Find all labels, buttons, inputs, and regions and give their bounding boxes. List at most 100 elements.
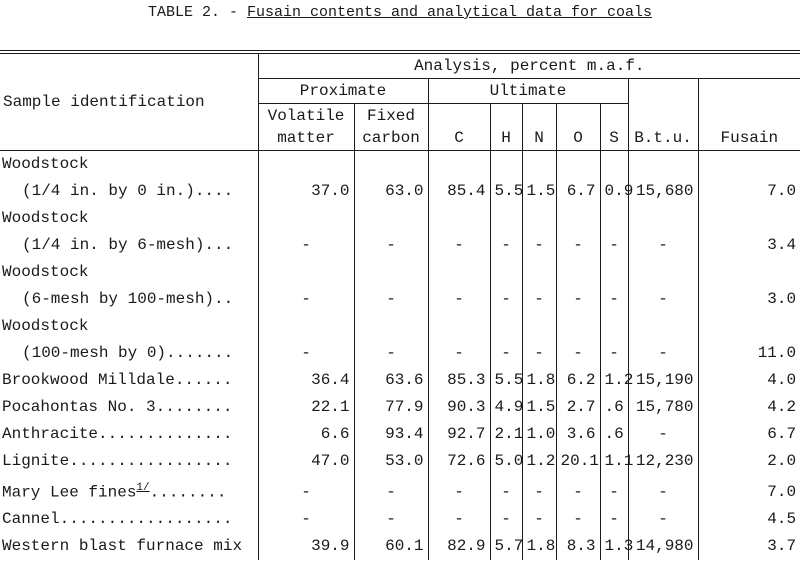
value-cell: - [257,205,354,259]
value-cell: 92.7 [427,421,490,448]
value-cell: 77.9 [353,394,428,421]
table-row: Woodstock (6-mesh by 100-mesh).. - - - - - - - -3… [0,259,800,313]
header-line: matter [277,129,335,147]
table-header: Sample identification Analysis, percent … [0,50,800,151]
header-cell: B.t.u. [627,78,698,151]
value-cell: 5.7 [489,533,523,561]
row-label: Pocahontas No. 3........ [0,394,258,421]
value-cell: - [353,259,428,313]
header-cell: Proximate [257,78,428,104]
value-cell: - [627,506,698,534]
row-label: Cannel.................. [0,506,258,533]
value-cell: 63.0 [353,150,428,205]
header-cell: Fixed carbon [353,103,428,151]
value-cell: 4.9 [489,394,523,421]
label-line: (1/4 in. by 6-mesh)... [2,232,254,259]
value-cell: 1.1 [599,448,633,475]
value-cell: .6 [599,421,628,448]
value-cell: 72.6 [427,448,490,475]
label-text: Western blast furnace mix [2,537,243,556]
label-text: (1/4 in. by 6-mesh)... [22,236,234,254]
label-text: Mary Lee fines [2,483,137,502]
value-cell: - [521,205,556,259]
footnote-mark: 1/ [136,482,150,494]
value-cell: - [627,259,698,313]
value-cell: 63.6 [353,367,428,394]
table-row: Anthracite.............. 6.6 93.4 92.7 2.1 1.… [0,421,800,448]
value-cell: - [427,506,490,534]
value-cell: - [489,259,522,313]
label-line: Woodstock [2,259,254,286]
value-cell: 5.5 [489,367,523,394]
value-cell: - [555,475,600,507]
value-cell: 3.7 [697,533,800,561]
table-row: Cannel.................. - - - - - - - -4.5 [0,506,800,534]
data-table: Sample identification Analysis, percent … [0,50,800,561]
table-row: Pocahontas No. 3........ 22.1 77.9 90.3 4.9 1… [0,394,800,421]
row-label: Woodstock (100-mesh by 0)....... [0,313,258,367]
label-line: Cannel.................. [2,506,254,533]
value-cell: 1.5 [521,150,556,205]
header-cell: Volatile matter [257,103,354,151]
value-cell: 1.8 [521,367,556,394]
value-cell: 15,190 [627,367,698,394]
header-cell: Analysis, percent m.a.f. [257,50,800,79]
value-cell: 1.3 [599,533,633,561]
value-cell: 3.6 [555,421,600,448]
header-line: Volatile [267,107,345,125]
value-cell: 85.3 [427,367,490,394]
header-cell: H [489,103,522,151]
label-line: Mary Lee fines1/........ [2,475,254,506]
value-cell: - [257,313,354,367]
value-cell: - [599,313,628,367]
value-cell: 3.0 [697,259,800,313]
value-cell: 7.0 [697,150,800,205]
value-cell: - [353,205,428,259]
header-cell: N [521,103,556,151]
value-cell: 39.9 [257,533,354,561]
label-line: Woodstock [2,313,254,340]
value-cell: 12,230 [627,448,698,475]
value-cell: 47.0 [257,448,354,475]
value-cell: 90.3 [427,394,490,421]
label-text: Brookwood Milldale...... [2,371,233,389]
value-cell: - [489,313,522,367]
header-cell: Fusain [697,78,800,151]
value-cell: 4.2 [697,394,800,421]
value-cell: - [257,475,354,507]
value-cell: 37.0 [257,150,354,205]
header-cell: O [555,103,600,151]
value-cell: 36.4 [257,367,354,394]
label-line: Lignite................. [2,448,254,475]
value-cell: - [489,506,522,534]
value-cell: 6.6 [257,421,354,448]
header-line: Fixed [366,107,415,125]
value-cell: .6 [599,394,628,421]
value-cell: 93.4 [353,421,428,448]
value-cell: 2.0 [697,448,800,475]
label-line: Anthracite.............. [2,421,254,448]
label-line: Western blast furnace mix [2,533,254,560]
label-line: (6-mesh by 100-mesh).. [2,286,254,313]
row-label: Woodstock (1/4 in. by 6-mesh)... [0,205,258,259]
label-text: Lignite................. [2,452,233,470]
leader: ........ [149,483,227,502]
header-cell: Ultimate [427,78,628,104]
value-cell: - [353,313,428,367]
value-cell: - [599,506,628,534]
value-cell: - [555,506,600,534]
value-cell: - [555,205,600,259]
value-cell: 0.9 [599,150,633,205]
table-row: Lignite................. 47.0 53.0 72.6 5.0 1… [0,448,800,475]
value-cell: - [521,506,556,534]
value-cell: 22.1 [257,394,354,421]
value-cell: - [599,475,628,507]
value-cell: - [599,205,628,259]
label-line: Woodstock [2,205,254,232]
row-label: Lignite................. [0,448,258,475]
header-cell: S [599,103,628,151]
row-label: Brookwood Milldale...... [0,367,258,394]
value-cell: 20.1 [555,448,600,475]
value-cell: - [599,259,628,313]
value-cell: - [427,205,490,259]
